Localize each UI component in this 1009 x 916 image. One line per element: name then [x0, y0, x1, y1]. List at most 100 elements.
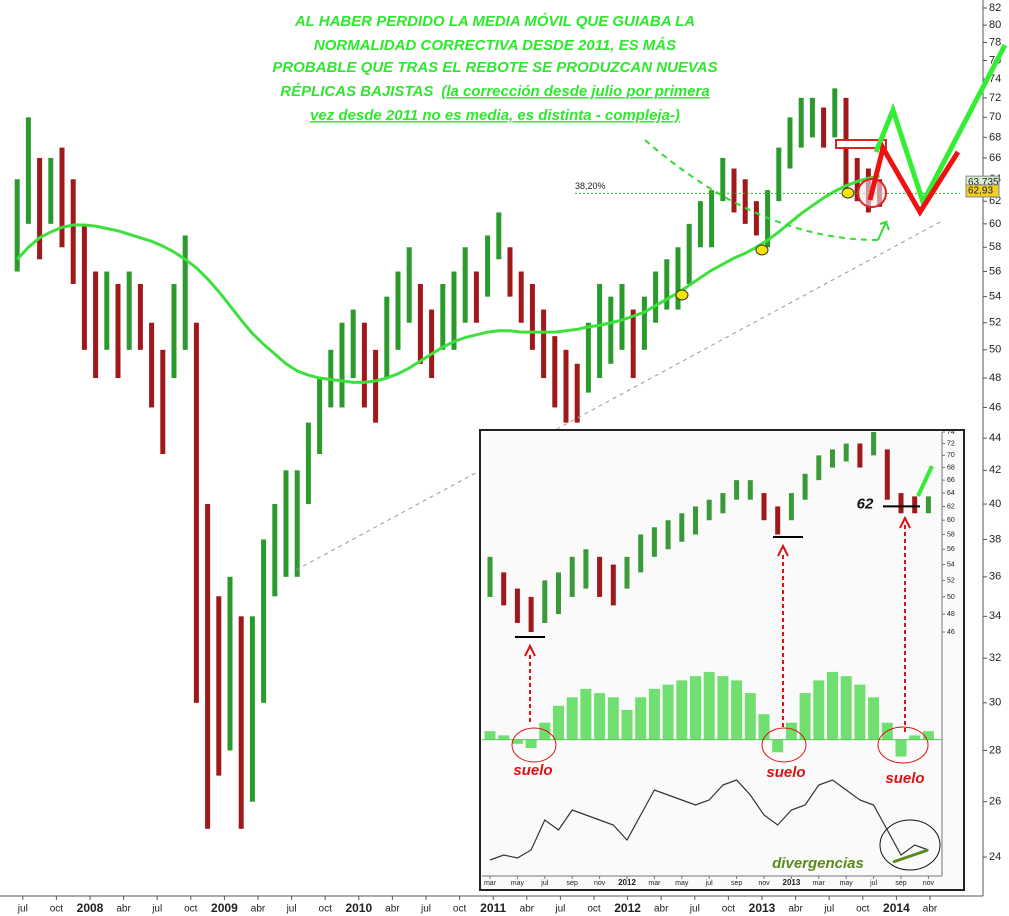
inset-y-tick-label: 66 [947, 477, 955, 484]
price-bar [171, 283, 177, 379]
price-bar [462, 247, 468, 323]
y-tick-label: 28 [989, 744, 1001, 756]
inset-y-tick-label: 46 [947, 629, 955, 636]
y-tick-label: 70 [989, 111, 1001, 123]
inset-y-tick-label: 48 [947, 611, 955, 618]
price-bar [638, 534, 644, 573]
price-bar [653, 271, 659, 323]
histogram-bar [717, 676, 729, 740]
price-bar [798, 97, 804, 148]
inset-x-tick-label: sep [567, 880, 578, 887]
price-bar [843, 443, 849, 462]
inset-y-tick-label: 52 [947, 577, 955, 584]
price-bar [542, 580, 548, 623]
x-tick-label: oct [453, 904, 467, 915]
y-tick-label: 32 [989, 652, 1001, 664]
price-bar [518, 271, 524, 323]
histogram-bar [498, 735, 510, 740]
inset-x-tick-label: sep [895, 880, 906, 887]
price-bar [93, 271, 99, 379]
resistance-box [835, 139, 887, 149]
price-bar [501, 572, 507, 606]
price-bar [14, 179, 20, 272]
y-tick-label: 36 [989, 571, 1001, 583]
main-annotations: AL HABER PERDIDO LA MEDIA MÓVIL QUE GUIA… [272, 12, 1008, 571]
projection-curve [644, 139, 879, 241]
y-tick-label: 50 [989, 344, 1001, 356]
price-bar [898, 493, 904, 514]
price-bar [115, 283, 121, 379]
annotation: PROBABLE QUE TRAS EL REBOTE SE PRODUZCAN… [272, 59, 717, 76]
x-tick-label: 2009 [211, 901, 238, 915]
y-tick-label: 60 [989, 218, 1001, 230]
price-bar [563, 349, 569, 423]
inset-x-tick-label: may [511, 880, 525, 887]
histogram-bar [922, 731, 934, 740]
inset-y-tick-label: 72 [947, 440, 955, 447]
price-bar [720, 493, 726, 514]
x-tick-label: 2014 [883, 901, 910, 915]
y-tick-label: 62 [989, 195, 1001, 207]
price-bar [597, 283, 603, 379]
price-bar [528, 596, 534, 632]
divergence-line [892, 848, 929, 864]
price-bar [651, 527, 657, 557]
y-tick-label: 52 [989, 317, 1001, 329]
price-bar [317, 378, 323, 455]
price-bar [283, 470, 289, 577]
price-bar [816, 455, 822, 481]
x-tick-label: 2013 [749, 901, 776, 915]
price-bar [451, 271, 457, 350]
arrow-head [877, 220, 890, 241]
price-bar [709, 190, 715, 248]
x-tick-label: oct [722, 904, 736, 915]
price-bar [272, 504, 278, 597]
histogram-bar [799, 693, 811, 740]
y-tick-label: 44 [989, 432, 1001, 444]
price-bar [583, 549, 589, 589]
price-bar [48, 157, 54, 224]
y-tick-label: 80 [989, 19, 1001, 31]
arrow-head [777, 543, 789, 557]
y-tick-label: 42 [989, 464, 1001, 476]
green-projection [916, 465, 934, 497]
price-bar [556, 572, 561, 615]
price-bar [473, 271, 479, 323]
divergence-label: divergencias [772, 855, 864, 872]
histogram-bar [580, 688, 592, 740]
price-bar [261, 539, 267, 703]
price-bar [350, 309, 356, 379]
low-marker [841, 187, 855, 199]
bottom-circle [877, 726, 929, 764]
price-bar [294, 470, 300, 577]
inset-x-tick-label: mar [813, 880, 826, 887]
histogram-bar [594, 693, 606, 740]
y-tick-label: 74 [989, 73, 1001, 85]
moving-average [16, 174, 880, 384]
price-bar [305, 422, 311, 505]
price-bar [925, 496, 931, 514]
price-bar [126, 271, 132, 350]
price-bar [787, 117, 793, 169]
histogram-bar [525, 739, 537, 749]
x-tick-label: jul [554, 904, 565, 915]
price-bar [238, 616, 244, 829]
price-bar [747, 480, 753, 500]
x-tick-label: abr [923, 904, 938, 915]
inset-annotations: suelo suelo suelo divergencias 62 [511, 465, 941, 872]
inset-x-tick-label: nov [758, 880, 770, 887]
inset-x-tick-label: nov [594, 880, 606, 887]
histogram-bar [703, 671, 715, 740]
price-bar [706, 499, 712, 521]
price-bar [830, 449, 835, 468]
x-tick-label: oct [587, 904, 601, 915]
support-label: 62 [857, 495, 874, 512]
x-tick-label: abr [385, 904, 400, 915]
price-bar [395, 271, 401, 350]
inset-x-tick-label: 2013 [783, 878, 801, 887]
y-tick-label: 72 [989, 92, 1001, 104]
histogram-bar [566, 697, 578, 740]
price-bar [339, 322, 345, 408]
y-tick-label: 34 [989, 610, 1001, 622]
arrow-head [524, 643, 536, 657]
